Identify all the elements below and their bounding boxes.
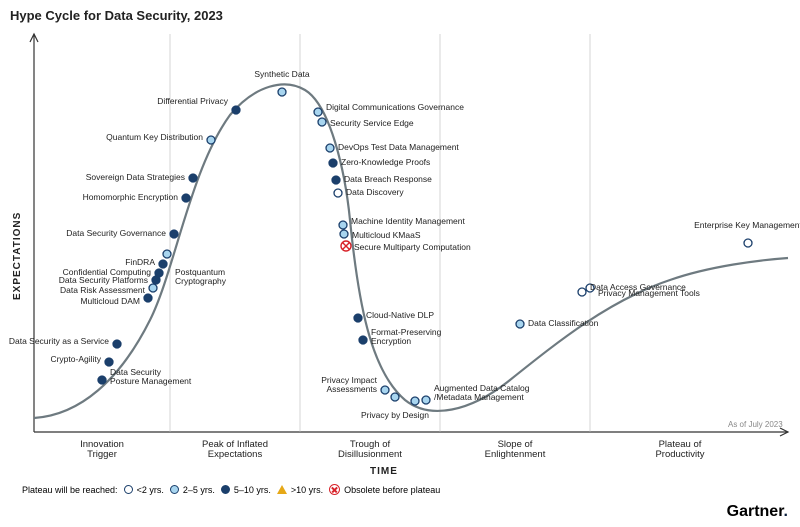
tech-label: Augmented Data Catalog/Metadata Manageme… (434, 384, 529, 402)
phase-label: Trough ofDisillusionment (300, 440, 440, 461)
legend-marker (221, 485, 230, 494)
phase-label: Peak of InflatedExpectations (165, 440, 305, 461)
tech-label: Digital Communications Governance (326, 103, 464, 112)
legend-marker (329, 484, 340, 495)
tech-label: Privacy ImpactAssessments (321, 376, 377, 394)
legend-item: <2 yrs. (124, 485, 164, 495)
tech-label: Secure Multiparty Computation (354, 243, 471, 252)
legend-item: >10 yrs. (277, 485, 323, 495)
phase-label: Slope ofEnlightenment (445, 440, 585, 461)
tech-label: Data SecurityPosture Management (110, 368, 191, 386)
tech-label: Homomorphic Encryption (83, 193, 178, 202)
legend-item: 5–10 yrs. (221, 485, 271, 495)
y-axis-label: EXPECTATIONS (12, 212, 23, 300)
legend-item: 2–5 yrs. (170, 485, 215, 495)
tech-label: Format-PreservingEncryption (371, 328, 441, 346)
legend-label: <2 yrs. (137, 485, 164, 495)
legend-item: Obsolete before plateau (329, 484, 440, 495)
tech-label: Data Breach Response (344, 175, 432, 184)
legend: Plateau will be reached: <2 yrs. 2–5 yrs. 5… (22, 484, 440, 495)
phase-label: InnovationTrigger (32, 440, 172, 461)
tech-label: Data Discovery (346, 188, 404, 197)
tech-label: Multicloud KMaaS (352, 231, 421, 240)
legend-label: 5–10 yrs. (234, 485, 271, 495)
tech-label: Cloud-Native DLP (366, 311, 434, 320)
x-axis-label: TIME (370, 466, 398, 477)
brand-logo: Gartner. (727, 503, 788, 521)
legend-label: 2–5 yrs. (183, 485, 215, 495)
legend-marker (170, 485, 179, 494)
tech-label: Data Risk Assessment (60, 286, 145, 295)
tech-label: PostquantumCryptography (175, 268, 226, 286)
tech-label: Data Security Governance (66, 229, 166, 238)
tech-label: Crypto-Agility (50, 355, 101, 364)
phase-label: Plateau ofProductivity (610, 440, 750, 461)
tech-label: Data Classification (528, 319, 598, 328)
tech-label: Machine Identity Management (351, 217, 465, 226)
legend-label: >10 yrs. (291, 485, 323, 495)
tech-label: Synthetic Data (182, 70, 382, 79)
tech-label: Multicloud DAM (80, 297, 140, 306)
tech-label: Confidential Computing (63, 268, 151, 277)
tech-label: Privacy Management Tools (598, 289, 700, 298)
tech-label: Privacy by Design (295, 411, 495, 420)
tech-label: Differential Privacy (157, 97, 228, 106)
tech-label: Enterprise Key Management (648, 221, 800, 230)
legend-label: Obsolete before plateau (344, 485, 440, 495)
as-of-note: As of July 2023 (728, 420, 783, 429)
tech-label: Sovereign Data Strategies (86, 173, 185, 182)
tech-label: DevOps Test Data Management (338, 143, 459, 152)
legend-marker (124, 485, 133, 494)
tech-label: FinDRA (125, 258, 155, 267)
tech-label: Quantum Key Distribution (106, 133, 203, 142)
legend-prefix: Plateau will be reached: (22, 485, 118, 495)
legend-marker (277, 485, 287, 494)
tech-label: Zero-Knowledge Proofs (341, 158, 430, 167)
tech-label: Security Service Edge (330, 119, 414, 128)
tech-label: Data Security Platforms (59, 276, 148, 285)
tech-label: Data Security as a Service (9, 337, 109, 346)
